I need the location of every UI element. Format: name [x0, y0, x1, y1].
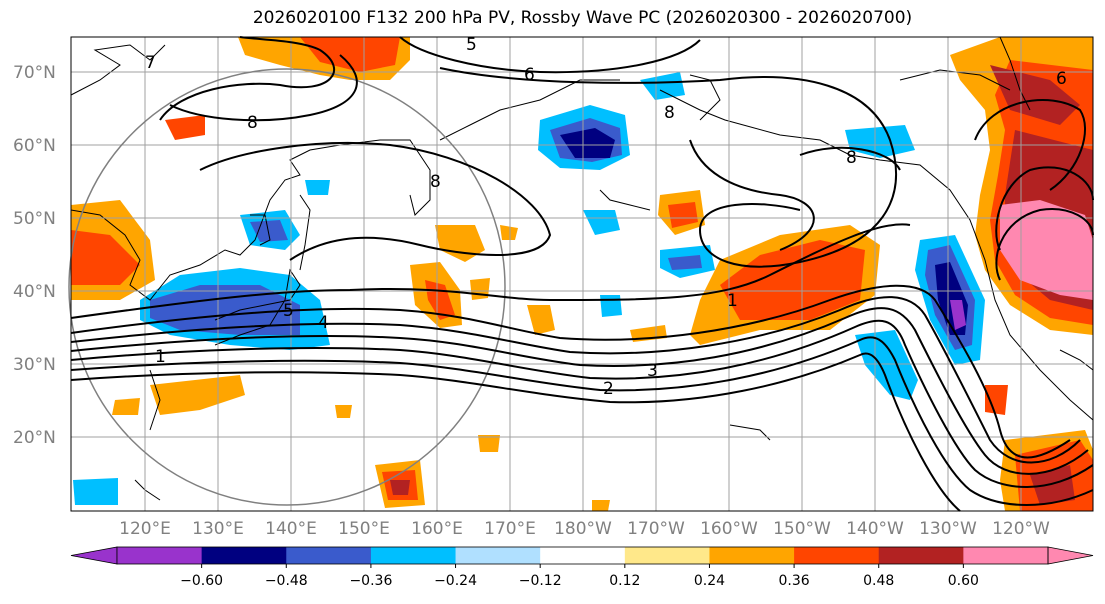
lon-label: 140°W	[846, 519, 904, 539]
region-circle	[68, 68, 506, 506]
lon-label: 130°W	[919, 519, 977, 539]
colorbar-segment	[709, 547, 795, 564]
contour-label: 8	[430, 172, 441, 192]
pv-contours	[70, 36, 1094, 512]
contour-label: 1	[727, 291, 738, 311]
colorbar: −0.60 −0.48 −0.36 −0.24 −0.12 0.12 0.24 0.36 0.4…	[70, 546, 1094, 589]
lon-label: 130°E	[192, 519, 244, 539]
contour-label: 8	[664, 103, 675, 123]
contour-label: 1	[155, 347, 166, 367]
lat-label: 50°N	[13, 209, 56, 229]
lon-label: 150°E	[338, 519, 390, 539]
contour-label: 2	[603, 379, 614, 399]
longitude-labels: 120°E 130°E 140°E 150°E 160°E 170°E 180°…	[119, 519, 1050, 539]
lon-label: 170°E	[484, 519, 536, 539]
colorbar-segment	[794, 547, 880, 564]
lon-label: 140°E	[265, 519, 317, 539]
lat-label: 70°N	[13, 63, 56, 83]
colorbar-tick-label: 0.24	[694, 573, 725, 589]
colorbar-tick-label: −0.24	[434, 573, 477, 589]
lat-label: 20°N	[13, 428, 56, 448]
colorbar-segment	[624, 547, 710, 564]
colorbar-segment	[540, 547, 626, 564]
contour-label: 8	[247, 113, 258, 133]
colorbar-tick-label: 0.36	[779, 573, 810, 589]
contour-label-group: 5 6 7 8 8 8 8 5 4 1 1 2 3 6	[145, 35, 1067, 399]
lon-label: 170°W	[627, 519, 685, 539]
colorbar-segment	[878, 547, 964, 564]
colorbar-tick-label: −0.48	[265, 573, 308, 589]
lon-label: 120°W	[992, 519, 1050, 539]
colorbar-segment	[117, 547, 203, 564]
colorbar-frame	[116, 546, 1049, 565]
contour-label: 8	[846, 148, 857, 168]
contour-label: 6	[1056, 69, 1067, 89]
plot-area: 5 6 7 8 8 8 8 5 4 1 1 2 3 6	[68, 35, 1094, 512]
positive-anomaly-shading	[71, 37, 1093, 511]
lon-label: 150°W	[773, 519, 831, 539]
colorbar-tick-label: 0.12	[609, 573, 640, 589]
colorbar-segment	[201, 547, 287, 564]
colorbar-tick-label: −0.36	[349, 573, 392, 589]
contour-label: 5	[283, 301, 294, 321]
map-title: 2026020100 F132 200 hPa PV, Rossby Wave …	[252, 8, 913, 28]
map-frame	[70, 36, 1094, 512]
lon-label: 180°W	[554, 519, 612, 539]
colorbar-tick-label: −0.60	[180, 573, 223, 589]
colorbar-tick-label: 0.48	[863, 573, 894, 589]
latitude-labels: 70°N 60°N 50°N 40°N 30°N 20°N	[13, 63, 56, 448]
colorbar-tick-label: 0.60	[948, 573, 979, 589]
contour-label: 3	[647, 361, 658, 381]
lat-label: 40°N	[13, 282, 56, 302]
colorbar-arrow-min	[70, 546, 118, 565]
negative-anomaly-shading	[73, 72, 985, 505]
colorbar-segment	[963, 547, 1049, 564]
lat-label: 60°N	[13, 136, 56, 156]
lat-label: 30°N	[13, 355, 56, 375]
colorbar-segment	[455, 547, 541, 564]
colorbar-segment	[286, 547, 372, 564]
colorbar-tick-label: −0.12	[519, 573, 562, 589]
lon-label: 160°E	[411, 519, 463, 539]
lon-label: 160°W	[700, 519, 758, 539]
colorbar-arrow-max	[1047, 546, 1094, 565]
colorbar-segment	[370, 547, 457, 564]
contour-label: 5	[466, 35, 477, 55]
contour-label: 6	[524, 65, 535, 85]
lon-label: 120°E	[119, 519, 171, 539]
contour-label: 4	[318, 313, 329, 333]
contour-label: 7	[145, 53, 156, 73]
